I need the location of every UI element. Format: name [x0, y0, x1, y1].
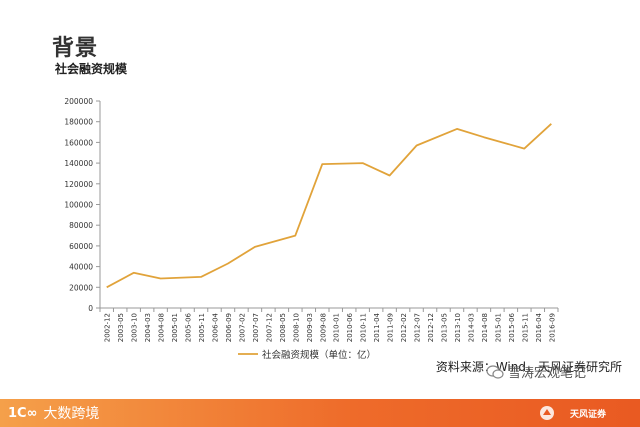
x-tick-label: 2007-02 — [238, 313, 246, 342]
x-tick-label: 2015-06 — [508, 312, 516, 342]
brand-name: 大数跨境 — [43, 406, 100, 422]
y-tick-label: 160000 — [64, 138, 93, 147]
x-tick-label: 2008-10 — [292, 313, 300, 342]
x-tick-label: 2015-01 — [494, 313, 502, 342]
x-tick-label: 2012-02 — [400, 313, 408, 342]
x-tick-label: 2011-04 — [373, 312, 381, 342]
x-tick-label: 2010-11 — [360, 313, 368, 342]
y-tick-label: 40000 — [69, 263, 93, 272]
firm-logo-icon — [540, 406, 554, 420]
x-tick-label: 2016-04 — [535, 312, 543, 342]
x-tick-label: 2016-09 — [548, 313, 556, 342]
x-tick-label: 2005-06 — [185, 312, 193, 342]
x-tick-label: 2004-03 — [144, 313, 152, 342]
x-tick-label: 2011-09 — [387, 313, 395, 342]
x-tick-label: 2002-12 — [104, 313, 112, 342]
chart-subtitle: 社会融资规模 — [55, 62, 128, 76]
y-tick-label: 200000 — [64, 97, 93, 106]
y-tick-label: 20000 — [69, 283, 93, 292]
y-tick-label: 120000 — [64, 180, 93, 189]
series-line — [106, 123, 552, 289]
x-tick-label: 2006-09 — [225, 313, 233, 342]
brand-logo: 1C∞ — [8, 405, 38, 421]
x-tick-label: 2005-01 — [171, 313, 179, 342]
wechat-watermark: 雪涛宏观笔记 — [486, 362, 586, 381]
brand: 1C∞ 大数跨境 — [8, 404, 100, 423]
firm-name: 天风证券 — [570, 410, 607, 420]
x-tick-label: 2012-07 — [414, 313, 422, 342]
x-tick-label: 2013-05 — [441, 313, 449, 342]
x-tick-label: 2014-08 — [481, 313, 489, 342]
x-tick-label: 2004-08 — [158, 313, 166, 342]
y-tick-label: 100000 — [64, 201, 93, 210]
source-note: 资料来源：Wind，天风证券研究所 — [435, 360, 622, 374]
y-tick-label: 180000 — [64, 118, 93, 127]
x-tick-label: 2006-04 — [212, 312, 220, 342]
x-tick-label: 2003-10 — [131, 313, 139, 342]
x-tick-label: 2015-11 — [521, 313, 529, 342]
x-tick-label: 2007-07 — [252, 313, 260, 342]
x-tick-label: 2008-05 — [279, 313, 287, 342]
x-tick-label: 2007-12 — [265, 313, 273, 342]
footer-bar: 1C∞ 大数跨境 — [0, 399, 640, 427]
x-tick-label: 2009-08 — [319, 313, 327, 342]
x-tick-label: 2010-01 — [333, 313, 341, 342]
y-tick-label: 0 — [88, 304, 93, 313]
legend-label: 社会融资规模（单位：亿） — [262, 349, 376, 361]
y-tick-label: 80000 — [69, 221, 93, 230]
x-tick-label: 2009-03 — [306, 313, 314, 342]
line-chart: 0 20000 40000 60000 80000 100000 120000 140000 1… — [64, 97, 559, 361]
x-tick-label: 2010-06 — [346, 312, 354, 342]
x-tick-label: 2014-03 — [467, 313, 475, 342]
x-tick-label: 2013-10 — [454, 313, 462, 342]
x-tick-label: 2005-11 — [198, 313, 206, 342]
wechat-account-name: 雪涛宏观笔记 — [508, 366, 587, 381]
x-tick-label: 2012-12 — [427, 313, 435, 342]
x-tick-label: 2003-05 — [117, 313, 125, 342]
y-tick-label: 140000 — [64, 159, 93, 168]
page-title: 背景 — [52, 36, 99, 61]
y-tick-label: 60000 — [69, 242, 93, 251]
wechat-icon — [486, 364, 504, 379]
